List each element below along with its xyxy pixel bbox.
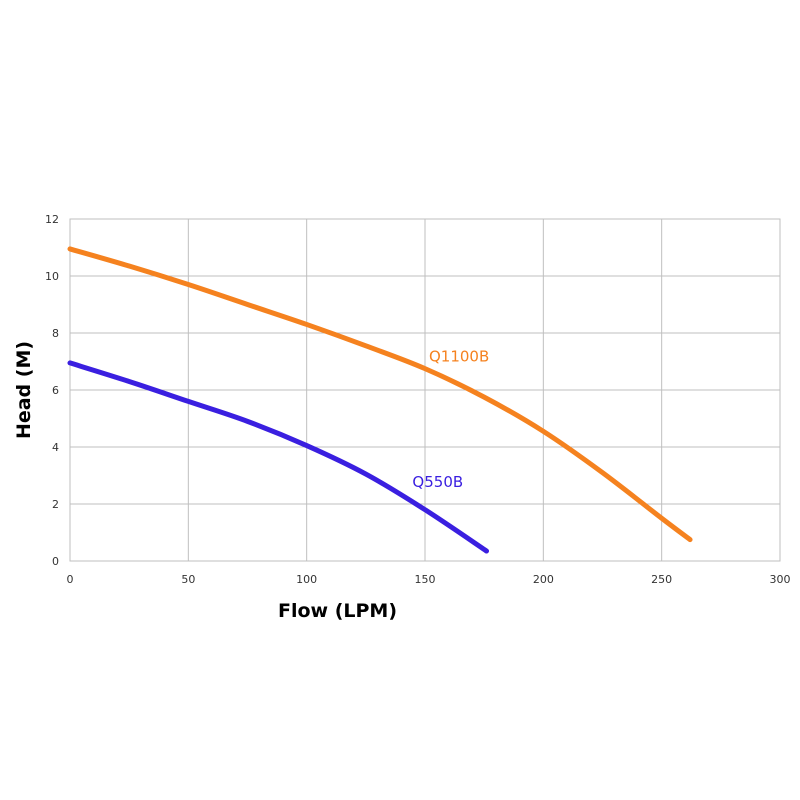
- y-axis-ticks: 0 2 4 6 8 10 12: [45, 213, 59, 568]
- series-label-q1100b: Q1100B: [429, 348, 489, 366]
- x-tick-label: 50: [181, 573, 195, 586]
- x-tick-label: 150: [415, 573, 436, 586]
- x-tick-label: 100: [296, 573, 317, 586]
- series-line-q550b: [67, 360, 490, 554]
- series-line-q1100b: [67, 246, 693, 543]
- y-tick-label: 10: [45, 270, 59, 283]
- x-axis-title: Flow (LPM): [278, 600, 397, 622]
- y-tick-label: 6: [52, 384, 59, 397]
- y-axis-title: Head (M): [13, 341, 35, 439]
- plot-area-border: [69, 218, 781, 562]
- series-lines: [67, 246, 693, 554]
- y-tick-label: 2: [52, 498, 59, 511]
- y-tick-label: 0: [52, 555, 59, 568]
- y-tick-label: 12: [45, 213, 59, 226]
- y-tick-label: 8: [52, 327, 59, 340]
- x-tick-label: 0: [67, 573, 74, 586]
- x-tick-label: 300: [770, 573, 791, 586]
- x-tick-label: 250: [651, 573, 672, 586]
- x-axis-ticks: 0 50 100 150 200 250 300: [67, 573, 791, 586]
- y-tick-label: 4: [52, 441, 59, 454]
- x-tick-label: 200: [533, 573, 554, 586]
- series-label-q550b: Q550B: [412, 473, 463, 491]
